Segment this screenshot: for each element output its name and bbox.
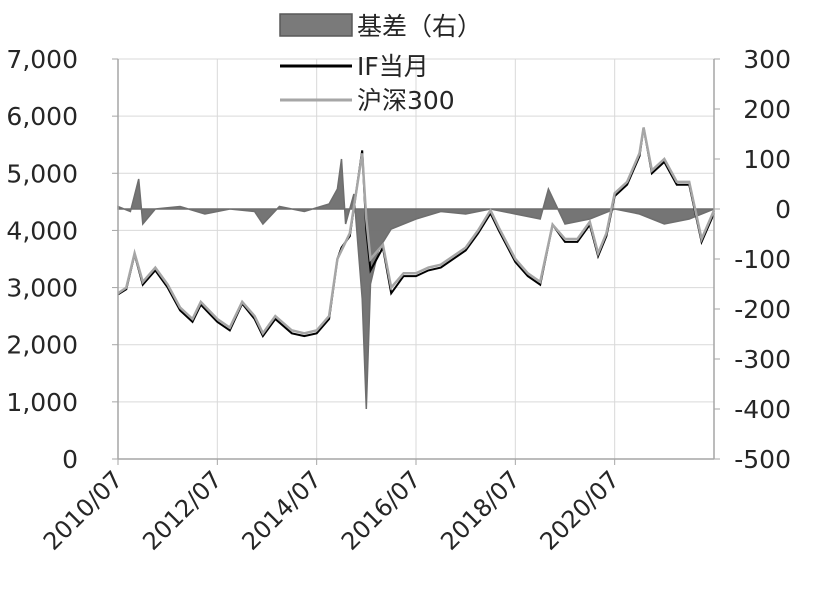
series-hs300-line bbox=[117, 127, 716, 336]
x-tick-label: 2020/07 bbox=[535, 465, 625, 555]
left-tick-label: 4,000 bbox=[6, 216, 78, 245]
left-tick-label: 6,000 bbox=[6, 102, 78, 131]
x-tick-label: 2016/07 bbox=[336, 465, 426, 555]
right-tick-label: -200 bbox=[734, 295, 791, 324]
left-tick-label: 3,000 bbox=[6, 274, 78, 303]
x-tick-label: 2012/07 bbox=[137, 465, 227, 555]
right-tick-label: 300 bbox=[743, 45, 791, 74]
right-tick-label: -100 bbox=[734, 245, 791, 274]
left-tick-label: 2,000 bbox=[6, 331, 78, 360]
legend-label-hs300: 沪深300 bbox=[357, 86, 455, 115]
x-tick-label: 2014/07 bbox=[237, 465, 327, 555]
plot-area bbox=[117, 127, 716, 410]
left-tick-label: 7,000 bbox=[6, 45, 78, 74]
legend-label-if: IF当月 bbox=[357, 52, 429, 81]
legend-swatch-basis bbox=[279, 13, 353, 37]
legend-label-basis: 基差（右） bbox=[357, 12, 482, 41]
left-tick-label: 1,000 bbox=[6, 388, 78, 417]
x-tick-label: 2010/07 bbox=[38, 465, 128, 555]
x-tick-label: 2018/07 bbox=[435, 465, 525, 555]
right-tick-label: -300 bbox=[734, 345, 791, 374]
right-tick-label: 0 bbox=[775, 195, 791, 224]
gridlines bbox=[117, 58, 715, 460]
axes: 0 1,000 2,000 3,000 4,000 5,000 6,000 7,000 -500… bbox=[6, 45, 791, 556]
right-tick-label: -500 bbox=[734, 445, 791, 474]
right-tick-label: 200 bbox=[743, 95, 791, 124]
left-tick-label: 5,000 bbox=[6, 159, 78, 188]
series-if-line bbox=[117, 127, 715, 339]
right-tick-label: -400 bbox=[734, 395, 791, 424]
left-tick-label: 0 bbox=[62, 445, 78, 474]
right-tick-label: 100 bbox=[743, 145, 791, 174]
series-basis-area bbox=[117, 158, 715, 410]
